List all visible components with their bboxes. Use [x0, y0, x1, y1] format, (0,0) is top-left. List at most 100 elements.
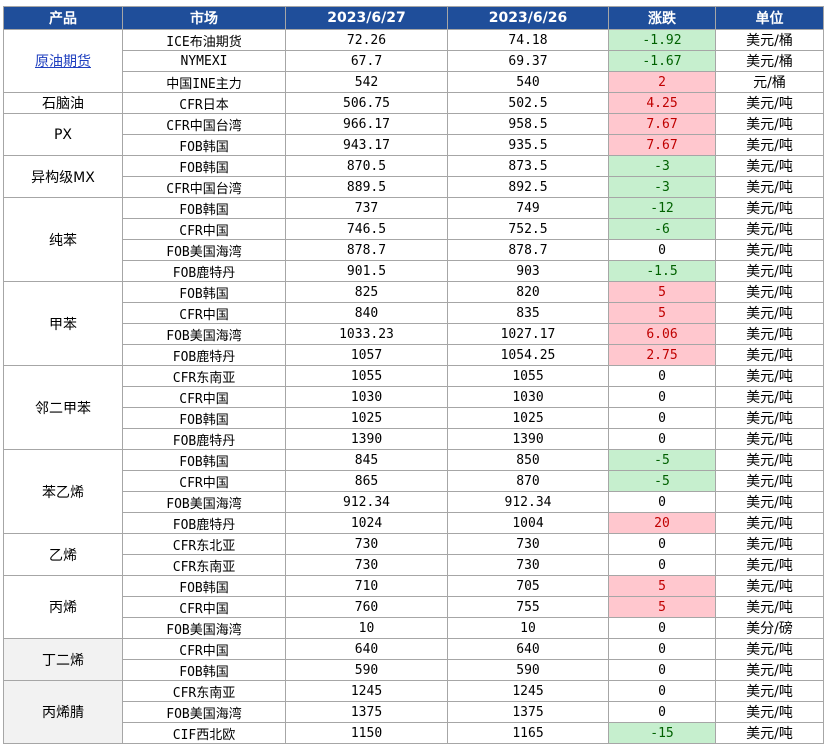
table-row: CFR中国 840 835 5 美元/吨: [4, 302, 824, 324]
price-current-cell: 1030: [285, 386, 448, 408]
change-cell: 0: [608, 428, 716, 450]
unit-cell: 美元/吨: [715, 470, 824, 492]
price-previous-cell: 1025: [447, 407, 609, 429]
price-previous-cell: 1375: [447, 701, 609, 723]
price-previous-cell: 752.5: [447, 218, 609, 240]
price-current-cell: 760: [285, 596, 448, 618]
market-cell: FOB鹿特丹: [122, 344, 286, 366]
change-cell: -1.92: [608, 29, 716, 51]
price-previous-cell: 850: [447, 449, 609, 471]
market-cell: CFR中国: [122, 638, 286, 660]
market-cell: CFR中国: [122, 386, 286, 408]
price-current-cell: 865: [285, 470, 448, 492]
price-previous-cell: 502.5: [447, 92, 609, 114]
price-current-cell: 889.5: [285, 176, 448, 198]
table-row: 甲苯 FOB韩国 825 820 5 美元/吨: [3, 281, 824, 366]
header-row: 产品 市场 2023/6/27 2023/6/26 涨跌 单位: [3, 6, 824, 30]
price-previous-cell: 935.5: [447, 134, 609, 156]
price-previous-cell: 873.5: [447, 155, 609, 177]
market-cell: CFR东南亚: [122, 554, 286, 576]
product-cell: 石脑油: [3, 92, 123, 114]
market-cell: 中国INE主力: [122, 71, 286, 93]
price-current-cell: 845: [285, 449, 448, 471]
table-row: CFR中国 760 755 5 美元/吨: [4, 596, 824, 618]
table-row: FOB韩国 590 590 0 美元/吨: [4, 659, 824, 681]
unit-cell: 美元/吨: [715, 260, 824, 282]
change-cell: -6: [608, 218, 716, 240]
price-previous-cell: 69.37: [447, 50, 609, 72]
price-current-cell: 966.17: [285, 113, 448, 135]
unit-cell: 美元/吨: [715, 218, 824, 240]
table-row: 乙烯 CFR东北亚 730 730 0 美元/吨: [3, 533, 824, 576]
market-cell: FOB美国海湾: [122, 239, 286, 261]
change-cell: 0: [608, 239, 716, 261]
price-current-cell: 730: [285, 554, 448, 576]
table-row: CFR中国台湾 889.5 892.5 -3 美元/吨: [4, 176, 824, 198]
unit-cell: 美元/吨: [715, 701, 824, 723]
unit-cell: 美元/吨: [715, 449, 824, 471]
product-cell: 丁二烯: [3, 638, 123, 681]
change-cell: 0: [608, 554, 716, 576]
table-row: FOB鹿特丹 1390 1390 0 美元/吨: [4, 428, 824, 450]
product-cell: 纯苯: [3, 197, 123, 282]
market-cell: CFR中国: [122, 218, 286, 240]
header-date-previous: 2023/6/26: [447, 6, 609, 30]
price-previous-cell: 1165: [447, 722, 609, 744]
change-cell: -5: [608, 470, 716, 492]
change-cell: -1.67: [608, 50, 716, 72]
unit-cell: 美元/吨: [715, 533, 824, 555]
product-link[interactable]: 原油期货: [3, 29, 123, 93]
unit-cell: 美元/吨: [715, 134, 824, 156]
product-cell: 邻二甲苯: [3, 365, 123, 450]
price-current-cell: 640: [285, 638, 448, 660]
price-current-cell: 1024: [285, 512, 448, 534]
table-row: PX CFR中国台湾 966.17 958.5 7.67 美元/吨: [3, 113, 824, 156]
market-cell: FOB韩国: [122, 449, 286, 471]
price-current-cell: 912.34: [285, 491, 448, 513]
price-current-cell: 542: [285, 71, 448, 93]
price-previous-cell: 1055: [447, 365, 609, 387]
unit-cell: 美元/吨: [715, 491, 824, 513]
market-cell: FOB韩国: [122, 197, 286, 219]
price-current-cell: 1055: [285, 365, 448, 387]
price-previous-cell: 1004: [447, 512, 609, 534]
table-row: CFR中国 865 870 -5 美元/吨: [4, 470, 824, 492]
price-current-cell: 1390: [285, 428, 448, 450]
price-current-cell: 943.17: [285, 134, 448, 156]
price-current-cell: 67.7: [285, 50, 448, 72]
price-previous-cell: 835: [447, 302, 609, 324]
product-cell: 乙烯: [3, 533, 123, 576]
table-row: 丙烯 FOB韩国 710 705 5 美元/吨: [3, 575, 824, 639]
unit-cell: 美元/吨: [715, 323, 824, 345]
market-cell: CFR日本: [122, 92, 286, 114]
price-previous-cell: 892.5: [447, 176, 609, 198]
change-cell: 0: [608, 491, 716, 513]
unit-cell: 美元/吨: [715, 659, 824, 681]
table-row: FOB美国海湾 912.34 912.34 0 美元/吨: [4, 491, 824, 513]
market-cell: CFR东南亚: [122, 365, 286, 387]
market-cell: CFR中国: [122, 302, 286, 324]
change-cell: 0: [608, 617, 716, 639]
table-row: FOB鹿特丹 1057 1054.25 2.75 美元/吨: [4, 344, 824, 366]
price-previous-cell: 958.5: [447, 113, 609, 135]
market-cell: FOB美国海湾: [122, 323, 286, 345]
price-current-cell: 1033.23: [285, 323, 448, 345]
market-cell: NYMEXI: [122, 50, 286, 72]
change-cell: 2.75: [608, 344, 716, 366]
market-cell: FOB韩国: [122, 575, 286, 597]
unit-cell: 美元/吨: [715, 428, 824, 450]
price-current-cell: 737: [285, 197, 448, 219]
table-row: CFR中国 746.5 752.5 -6 美元/吨: [4, 218, 824, 240]
change-cell: 2: [608, 71, 716, 93]
price-current-cell: 590: [285, 659, 448, 681]
change-cell: 0: [608, 680, 716, 702]
change-cell: 5: [608, 596, 716, 618]
change-cell: 0: [608, 386, 716, 408]
change-cell: 5: [608, 302, 716, 324]
unit-cell: 美元/吨: [715, 176, 824, 198]
table-row: FOB鹿特丹 901.5 903 -1.5 美元/吨: [4, 260, 824, 282]
price-previous-cell: 705: [447, 575, 609, 597]
price-previous-cell: 820: [447, 281, 609, 303]
market-cell: FOB鹿特丹: [122, 512, 286, 534]
change-cell: 0: [608, 701, 716, 723]
